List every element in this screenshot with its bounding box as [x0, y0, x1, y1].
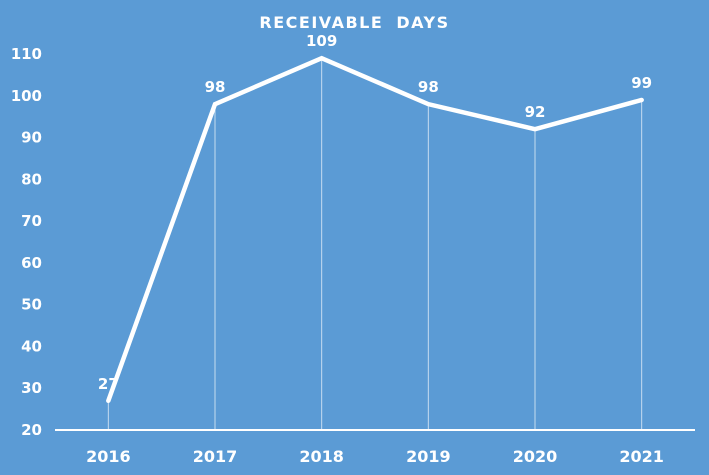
series-line [106, 55, 644, 404]
x-axis-label: 2020 [513, 447, 558, 466]
x-axis-label: 2021 [619, 447, 664, 466]
data-label: 98 [205, 78, 226, 96]
y-tick-label: 60 [21, 254, 42, 272]
x-axis-label: 2019 [406, 447, 451, 466]
data-label: 98 [418, 78, 439, 96]
y-tick-label: 100 [11, 87, 42, 105]
y-tick-label: 20 [21, 421, 42, 439]
data-label: 27 [98, 375, 119, 393]
y-tick-label: 90 [21, 129, 42, 147]
y-tick-label: 50 [21, 296, 42, 314]
chart-title: RECEIVABLE DAYS [259, 13, 450, 32]
y-tick-label: 30 [21, 379, 42, 397]
y-tick-label: 80 [21, 170, 42, 188]
data-label: 99 [631, 74, 652, 92]
y-tick-label: 70 [21, 212, 42, 230]
data-label: 92 [525, 103, 546, 121]
x-axis-label: 2017 [193, 447, 238, 466]
y-tick-label: 110 [11, 45, 42, 63]
x-axis-label: 2016 [86, 447, 131, 466]
x-axis-label: 2018 [299, 447, 344, 466]
data-label: 109 [306, 32, 337, 50]
y-tick-label: 40 [21, 337, 42, 355]
